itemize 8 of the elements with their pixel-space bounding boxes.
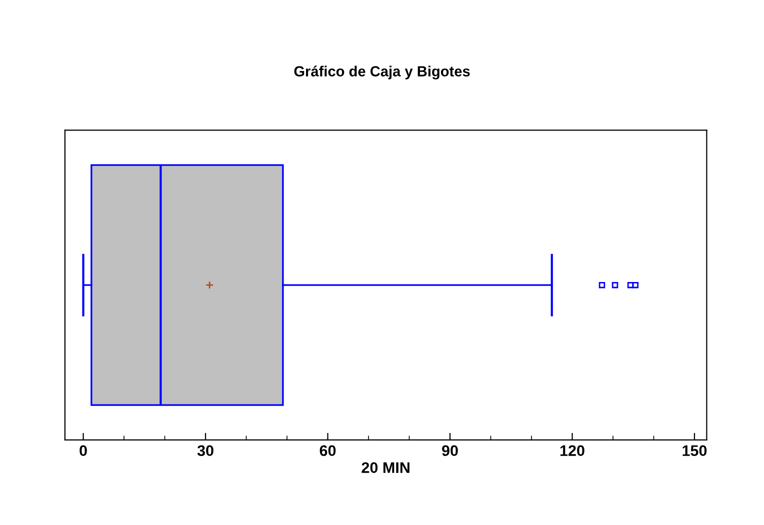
x-tick-label: 120	[560, 445, 584, 456]
chart-title: Gráfico de Caja y Bigotes	[294, 66, 470, 80]
x-tick-label: 30	[197, 445, 214, 456]
x-tick-label: 60	[320, 445, 336, 456]
x-axis-title: 20 MIN	[362, 462, 410, 474]
x-tick-label: 0	[80, 445, 87, 456]
x-tick-label: 150	[682, 445, 707, 456]
x-tick-label: 90	[442, 445, 458, 456]
